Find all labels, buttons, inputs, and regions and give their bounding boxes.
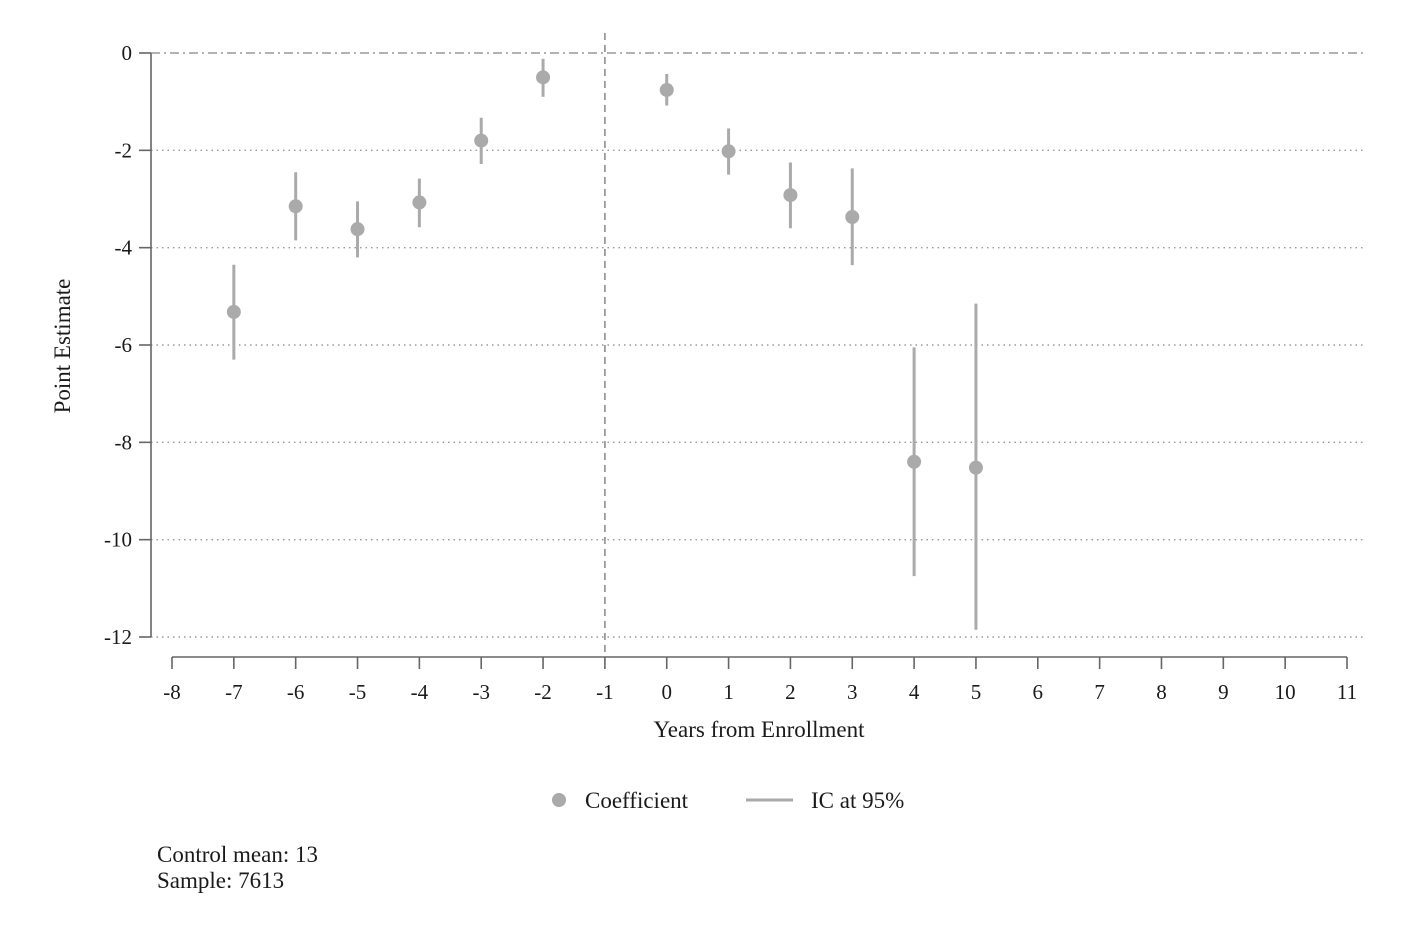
- coefficient-point: [226, 304, 241, 319]
- coefficient-point: [536, 70, 551, 85]
- x-tick-label: -5: [349, 680, 367, 704]
- y-tick-label: 0: [122, 41, 133, 65]
- x-tick-label: -1: [596, 680, 614, 704]
- x-tick-label: 9: [1218, 680, 1229, 704]
- y-tick-label: -12: [104, 625, 132, 649]
- coefficient-points: [226, 70, 983, 475]
- y-axis-title: Point Estimate: [50, 279, 75, 414]
- coefficient-point: [968, 460, 983, 475]
- x-tick-label: -8: [163, 680, 181, 704]
- gridlines: [151, 149, 1363, 638]
- x-tick-label: -6: [287, 680, 305, 704]
- x-tick-label: 11: [1337, 680, 1357, 704]
- x-tick-label: 8: [1156, 680, 1167, 704]
- x-tick-label: -3: [472, 680, 490, 704]
- y-tick-label: -4: [115, 236, 133, 260]
- coefficient-point: [907, 454, 922, 469]
- sample-note: Sample: 7613: [157, 868, 285, 893]
- x-tick-label: 1: [723, 680, 734, 704]
- x-tick-label: 2: [785, 680, 796, 704]
- coefficient-point: [783, 188, 798, 203]
- x-tick-label: -2: [534, 680, 552, 704]
- coefficient-point: [412, 195, 427, 210]
- coefficient-point: [721, 144, 736, 159]
- control-mean-note: Control mean: 13: [157, 842, 318, 867]
- y-tick-label: -8: [115, 430, 133, 454]
- tick-labels: 0-2-4-6-8-10-12-8 -7 -6 -5 -4 -3 -2 -1 0 1 2 3 4 5 6 7 8…: [104, 41, 1357, 704]
- x-tick-label: -4: [411, 680, 429, 704]
- coefficient-point: [288, 199, 303, 214]
- legend-ci-label: IC at 95%: [811, 788, 904, 813]
- coefficient-point: [474, 133, 489, 148]
- x-tick-label: -7: [225, 680, 243, 704]
- x-tick-label: 4: [909, 680, 920, 704]
- coefficient-point: [845, 210, 860, 225]
- y-tick-label: -6: [115, 333, 133, 357]
- legend: Coefficient IC at 95%: [552, 788, 904, 813]
- coefficient-point: [659, 82, 674, 97]
- x-tick-label: 5: [971, 680, 982, 704]
- legend-coefficient-marker: [552, 793, 566, 807]
- legend-coefficient-label: Coefficient: [585, 788, 689, 813]
- coefficient-point: [350, 222, 365, 237]
- x-tick-label: 10: [1275, 680, 1296, 704]
- x-tick-label: 0: [661, 680, 672, 704]
- axes: [139, 52, 1348, 669]
- x-tick-label: 6: [1033, 680, 1044, 704]
- x-tick-label: 3: [847, 680, 858, 704]
- x-axis-title: Years from Enrollment: [653, 717, 865, 742]
- x-tick-label: 7: [1094, 680, 1105, 704]
- reference-lines: [151, 33, 1363, 657]
- y-tick-label: -10: [104, 528, 132, 552]
- y-tick-label: -2: [115, 138, 133, 162]
